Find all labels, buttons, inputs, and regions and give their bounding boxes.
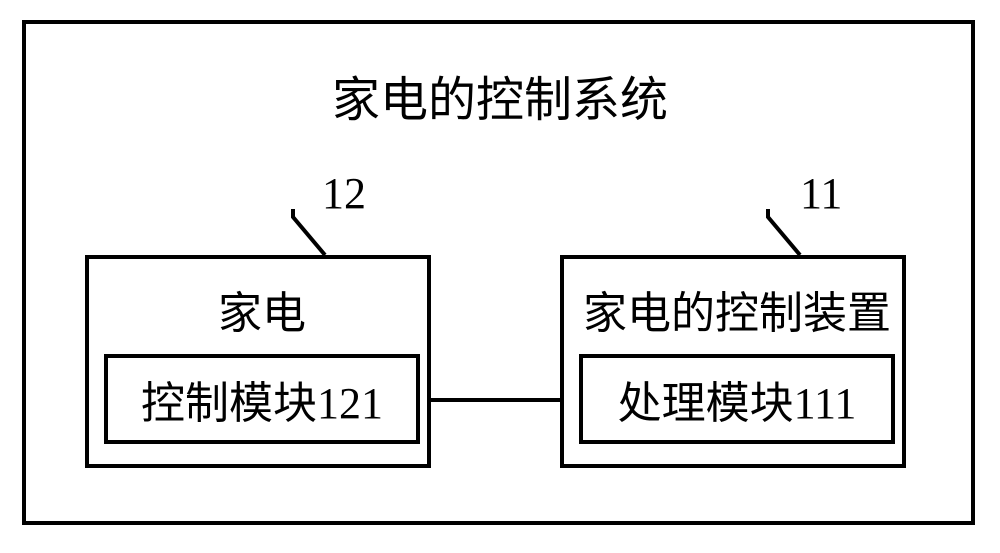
callout-line-11	[0, 0, 1000, 553]
callout-num-11: 11	[800, 168, 842, 219]
connector-line	[431, 398, 560, 402]
